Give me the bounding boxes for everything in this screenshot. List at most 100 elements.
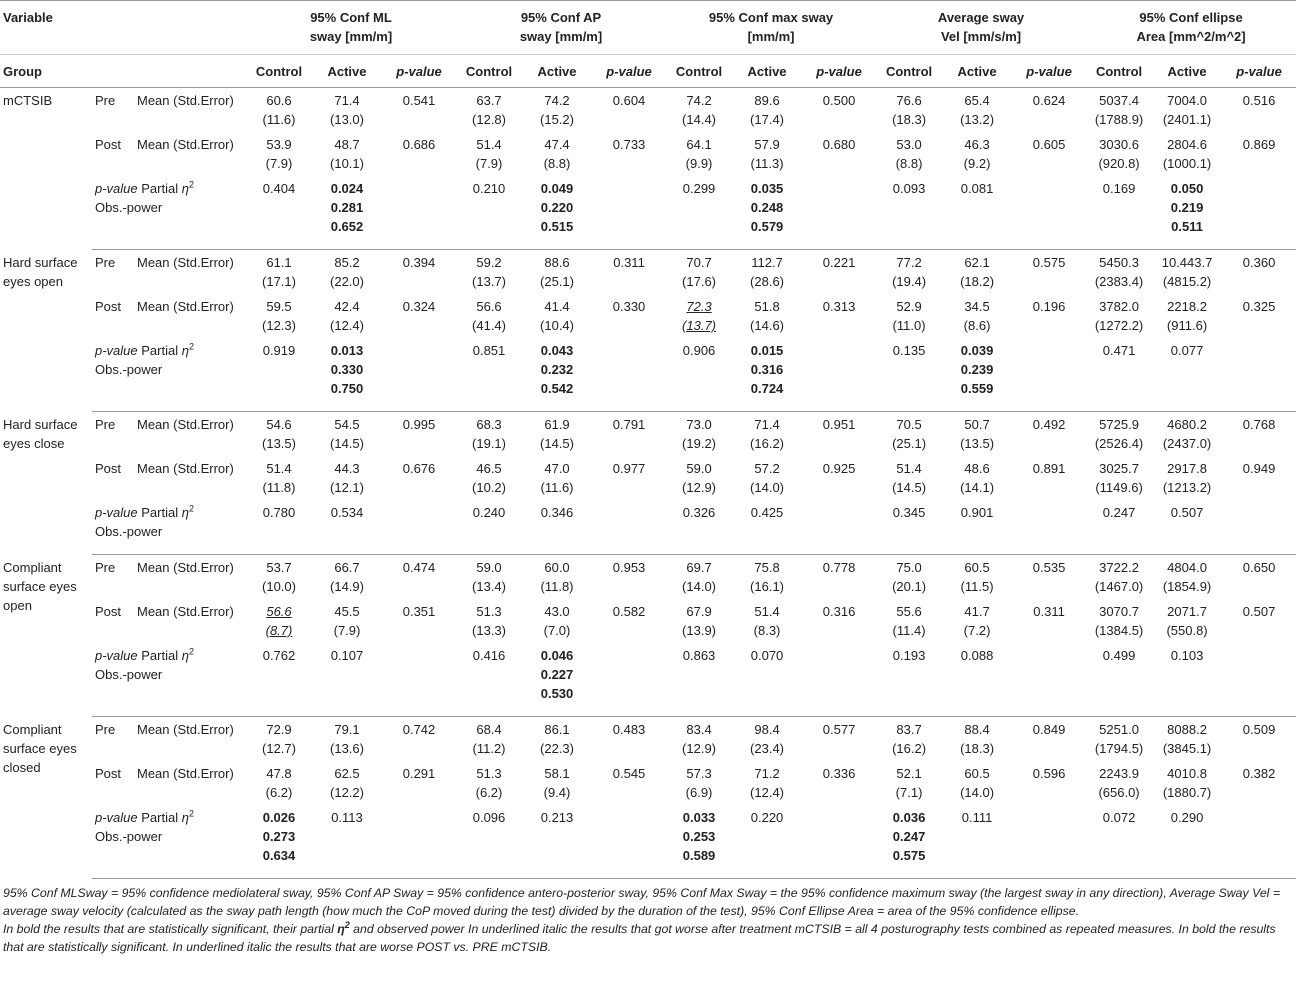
mean: 5725.9 <box>1099 417 1139 432</box>
eta-exponent: 2 <box>189 504 194 514</box>
value-cell: 67.9 (13.9) <box>666 599 732 643</box>
mean: 51.4 <box>896 461 922 476</box>
stat-value: 0.070 <box>750 648 784 663</box>
value-cell: 88.4 (18.3) <box>942 717 1012 762</box>
mean: 57.9 <box>754 137 780 152</box>
stats-label-cell: p-value Partial η2 Obs.-power <box>92 338 246 412</box>
note-text: In bold the results that are statistical… <box>3 922 338 936</box>
mean: 68.3 <box>476 417 502 432</box>
stat-value: 0.247 <box>1102 505 1136 520</box>
subheader: Active <box>1167 64 1207 79</box>
std-error: (911.6) <box>1166 318 1208 333</box>
subheader-cell: p-value <box>592 54 667 88</box>
subheader-cell: p-value <box>382 54 457 88</box>
std-error: (17.1) <box>262 274 296 289</box>
value-cell: 79.1 (13.6) <box>312 717 382 762</box>
p-value: 0.686 <box>402 137 436 152</box>
p-value: 0.311 <box>613 255 645 270</box>
mean: 46.3 <box>964 137 990 152</box>
stat-value: 0.050 <box>1170 181 1204 196</box>
value-cell: 74.2 (15.2) <box>522 88 592 133</box>
time-label: Pre <box>95 93 116 108</box>
exponent: 2 <box>188 646 194 657</box>
mean: 3782.0 <box>1099 299 1139 314</box>
std-error: (14.5) <box>540 436 574 451</box>
p-value: 0.925 <box>822 461 856 476</box>
mean: 64.1 <box>686 137 712 152</box>
value-cell: 62.5 (12.2) <box>312 761 382 805</box>
stat-value: 0.416 <box>472 648 506 663</box>
mean: 54.6 <box>266 417 292 432</box>
time-label: Pre <box>95 417 116 432</box>
empty-cell <box>802 338 877 412</box>
stat-value: 0.035 <box>750 181 784 196</box>
stat-cell: 0.088 <box>942 643 1013 717</box>
eta: η <box>181 181 189 196</box>
time-label: Post <box>95 299 122 314</box>
mean: 43.0 <box>544 604 570 619</box>
subheader: Control <box>885 64 933 79</box>
value-cell: 0.360 <box>1222 250 1296 295</box>
stat-value: 0.652 <box>330 219 364 234</box>
empty-cell <box>382 338 457 412</box>
mean: 53.7 <box>266 560 292 575</box>
std-error: (12.8) <box>472 112 506 127</box>
subheader: Active <box>327 64 367 79</box>
std-error: (1149.6) <box>1095 480 1143 495</box>
empty-cell <box>1222 805 1296 879</box>
std-error: (13.0) <box>330 112 364 127</box>
stat-value: 0.530 <box>540 686 574 701</box>
value-cell: 51.8 (14.6) <box>732 294 802 338</box>
measure-title: [mm/m] <box>747 29 795 44</box>
mean: 74.2 <box>686 93 712 108</box>
value-cell: 0.977 <box>592 456 666 500</box>
mean: 41.7 <box>964 604 990 619</box>
std-error: (14.0) <box>750 480 785 495</box>
stat-label-cell: Mean (Std.Error) <box>134 456 246 500</box>
eta-exponent: 2 <box>189 342 194 352</box>
power-label: Obs.-power <box>95 829 163 844</box>
std-error: (13.2) <box>960 112 995 127</box>
stat-value: 0.033 <box>682 810 716 825</box>
subheader: Control <box>465 64 513 79</box>
std-error: (12.4) <box>750 785 785 800</box>
stat-cell: 0.081 <box>942 176 1013 250</box>
std-error: (13.7) <box>472 274 506 289</box>
stat-value: 0.634 <box>262 848 296 863</box>
p-value-label: p-value <box>95 810 138 825</box>
results-table: Variable 95% Conf ML sway [mm/m] 95% Conf A… <box>0 0 1296 879</box>
value-cell: 0.849 <box>1012 717 1086 762</box>
value-cell: 0.778 <box>802 555 876 600</box>
stat-value: 0.049 <box>540 181 574 196</box>
std-error: (7.9) <box>475 156 503 171</box>
value-cell: 34.5 (8.6) <box>942 294 1012 338</box>
p-value: 0.624 <box>1032 93 1066 108</box>
mean: 59.0 <box>476 560 502 575</box>
subheader-cell: Control <box>666 54 733 88</box>
stat-value: 0.750 <box>330 381 364 396</box>
value-cell: 0.596 <box>1012 761 1086 805</box>
pre-row: Hard surface eyes close Pre Mean (Std.Erro… <box>0 412 1296 457</box>
std-error: (7.9) <box>265 156 293 171</box>
stat-cell: 0.346 <box>522 500 593 555</box>
value-cell: 2243.9 (656.0) <box>1086 761 1152 805</box>
value-cell: 0.680 <box>802 132 876 176</box>
p-value: 0.575 <box>1032 255 1066 270</box>
block-name: mCTSIB <box>3 93 53 108</box>
mean: 51.4 <box>476 137 502 152</box>
value-cell: 57.9 (11.3) <box>732 132 802 176</box>
std-error: (17.4) <box>750 112 785 127</box>
mean: 48.7 <box>334 137 360 152</box>
value-cell: 73.0 (19.2) <box>666 412 732 457</box>
value-cell: 59.0 (12.9) <box>666 456 732 500</box>
measure-header: 95% Conf ML sway [mm/m] <box>246 0 457 55</box>
p-value: 0.330 <box>612 299 646 314</box>
stat-value: 0.575 <box>892 848 926 863</box>
header-row: Variable 95% Conf ML sway [mm/m] 95% Conf A… <box>0 0 1296 55</box>
std-error: (1272.2) <box>1094 318 1144 333</box>
std-error: (12.7) <box>262 741 296 756</box>
measure-title: 95% Conf ML <box>310 10 392 25</box>
std-error: (9.2) <box>963 156 991 171</box>
empty-cell <box>592 643 667 717</box>
std-error: (8.3) <box>753 623 781 638</box>
